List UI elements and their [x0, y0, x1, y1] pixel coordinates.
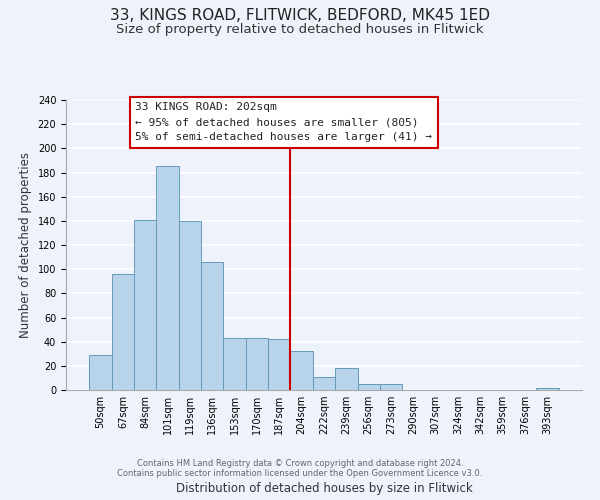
Y-axis label: Number of detached properties: Number of detached properties [19, 152, 32, 338]
Bar [268, 339, 290, 390]
Bar [358, 384, 380, 390]
Bar [89, 355, 112, 390]
Bar [380, 384, 402, 390]
Bar [335, 368, 358, 390]
Bar [201, 262, 223, 390]
Text: Contains HM Land Registry data © Crown copyright and database right 2024.: Contains HM Land Registry data © Crown c… [137, 458, 463, 468]
Text: 33, KINGS ROAD, FLITWICK, BEDFORD, MK45 1ED: 33, KINGS ROAD, FLITWICK, BEDFORD, MK45 … [110, 8, 490, 22]
Text: Size of property relative to detached houses in Flitwick: Size of property relative to detached ho… [116, 22, 484, 36]
Bar [134, 220, 157, 390]
Text: 33 KINGS ROAD: 202sqm
← 95% of detached houses are smaller (805)
5% of semi-deta: 33 KINGS ROAD: 202sqm ← 95% of detached … [135, 102, 432, 142]
Bar [536, 388, 559, 390]
Bar [313, 376, 335, 390]
Bar [157, 166, 179, 390]
Text: Distribution of detached houses by size in Flitwick: Distribution of detached houses by size … [176, 482, 472, 495]
Bar [112, 274, 134, 390]
Text: Contains public sector information licensed under the Open Government Licence v3: Contains public sector information licen… [118, 468, 482, 477]
Bar [223, 338, 246, 390]
Bar [179, 221, 201, 390]
Bar [290, 352, 313, 390]
Bar [246, 338, 268, 390]
